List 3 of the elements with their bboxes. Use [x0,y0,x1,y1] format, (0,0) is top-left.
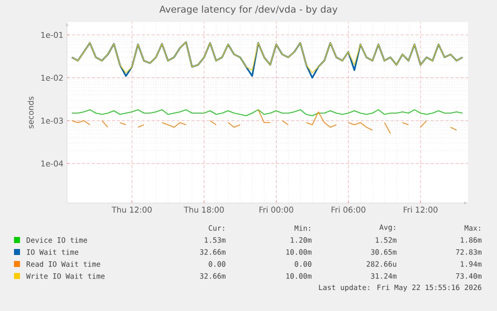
line-series [71,42,463,74]
chart-title: Average latency for /dev/vda - by day [159,5,338,15]
line-series [71,41,464,79]
